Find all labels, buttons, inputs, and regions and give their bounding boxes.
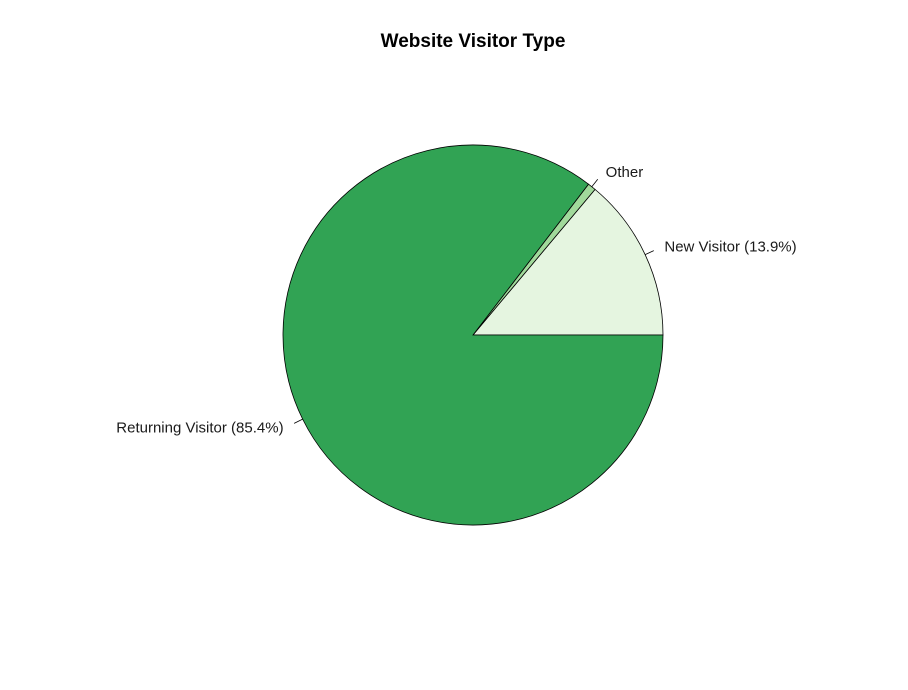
pie-label-tick-0 <box>645 250 654 256</box>
pie-label-tick-2 <box>293 418 303 424</box>
pie-slices <box>282 144 664 526</box>
pie-slice-0 <box>472 188 664 336</box>
pie-labels: New Visitor (13.9%) Other Returning Visito… <box>116 164 796 437</box>
pie-slice-2 <box>282 144 664 526</box>
pie-label-2: Returning Visitor (85.4%) <box>116 420 283 437</box>
pie-label-1: Other <box>606 164 644 181</box>
chart-title: Website Visitor Type <box>381 31 566 52</box>
pie-label-0: New Visitor (13.9%) <box>664 239 796 256</box>
pie-label-tick-1 <box>591 179 599 187</box>
